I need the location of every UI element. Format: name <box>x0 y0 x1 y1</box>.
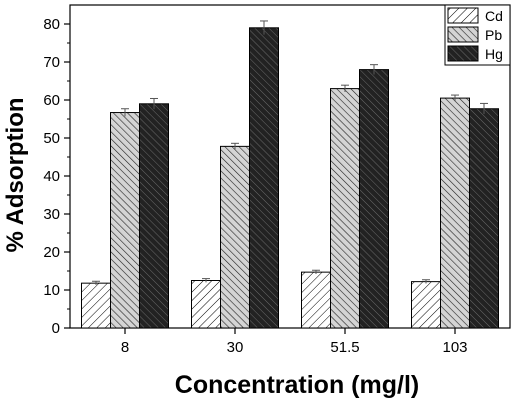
bar-cd <box>191 280 221 329</box>
y-tick-label: 30 <box>43 206 60 223</box>
y-tick-label: 80 <box>43 16 60 33</box>
y-tick-label: 50 <box>43 130 60 147</box>
bar-hg <box>139 103 169 329</box>
x-tick-label: 30 <box>227 339 244 356</box>
y-tick-label: 10 <box>43 282 60 299</box>
x-tick-label: 103 <box>442 339 467 356</box>
bar-pb <box>220 145 250 329</box>
bar-hg <box>469 108 499 329</box>
bar-hg <box>359 69 389 329</box>
legend: Cd Pb Hg <box>444 4 511 66</box>
bar-pb <box>330 88 360 329</box>
x-axis-title: Concentration (mg/l) <box>175 371 419 399</box>
legend-swatch-cd <box>447 7 479 24</box>
y-tick-label: 0 <box>52 320 60 337</box>
legend-swatch-pb <box>447 26 479 43</box>
y-axis-title: % Adsorption <box>2 97 29 252</box>
legend-label-cd: Cd <box>485 8 503 24</box>
y-tick-label: 70 <box>43 54 60 71</box>
y-tick-label: 20 <box>43 244 60 261</box>
y-tick-label: 40 <box>43 168 60 185</box>
bar-cd <box>411 281 441 329</box>
legend-swatch-hg <box>447 45 479 62</box>
bar-pb <box>110 112 140 329</box>
plot-area: 0 10 20 30 40 50 60 70 80 8 30 51.5 103 <box>43 4 511 356</box>
bar-cd <box>81 282 111 329</box>
y-tick-label: 60 <box>43 92 60 109</box>
bar-cd <box>301 271 331 329</box>
x-tick-label: 51.5 <box>330 339 359 356</box>
legend-label-pb: Pb <box>485 27 502 43</box>
plot-frame <box>69 4 511 329</box>
bar-hg <box>249 27 279 329</box>
x-tick-label: 8 <box>121 339 129 356</box>
legend-label-hg: Hg <box>485 46 503 62</box>
bar-pb <box>440 97 470 329</box>
